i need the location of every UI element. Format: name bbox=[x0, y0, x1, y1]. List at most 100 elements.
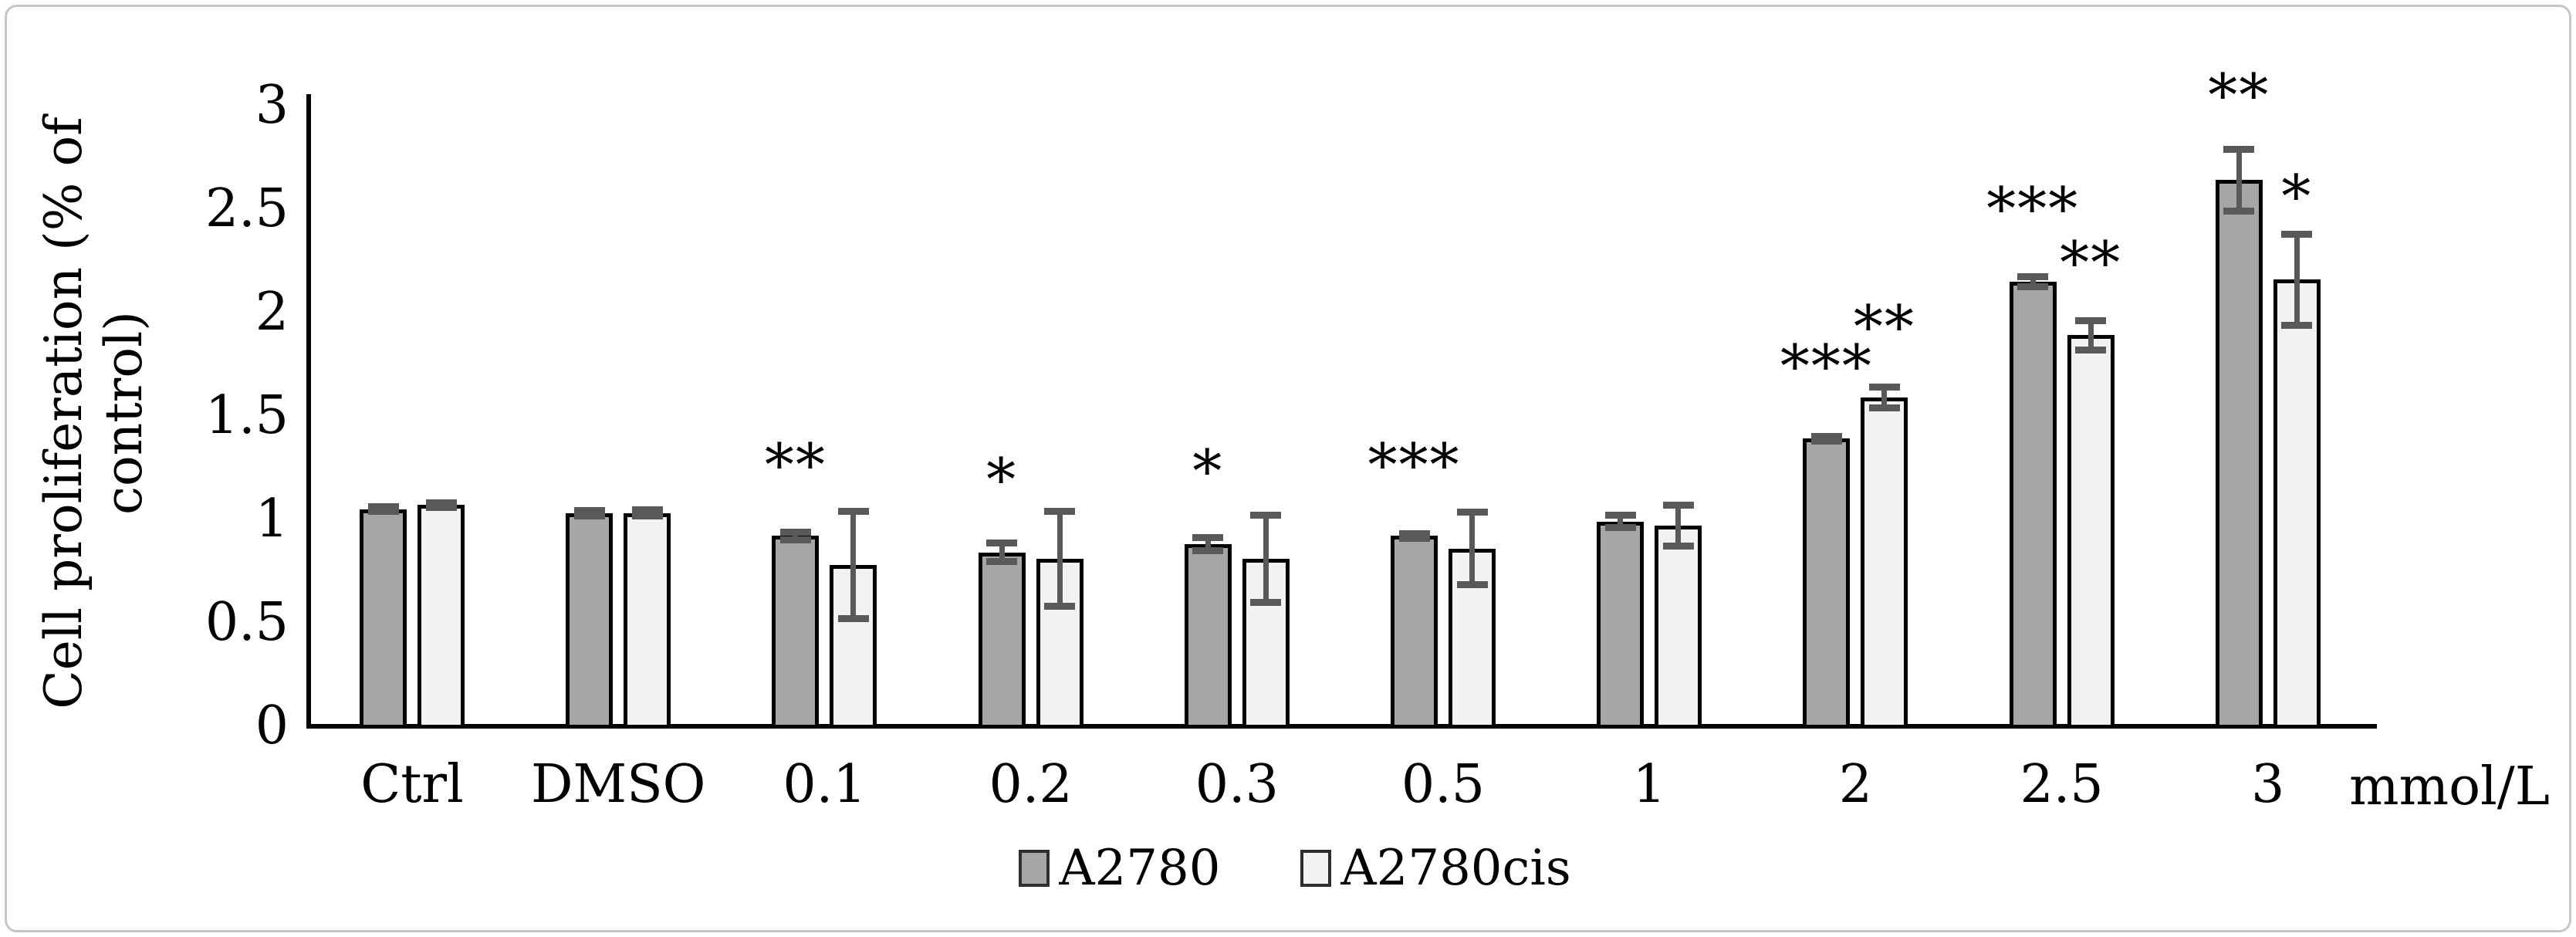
x-category-label: 0.2 bbox=[989, 754, 1073, 815]
bar-A2780cis-Ctrl bbox=[418, 505, 465, 729]
bar-A2780-0.3 bbox=[1184, 544, 1232, 729]
y-tick-label: 2 bbox=[255, 282, 289, 343]
error-bar-cap-top-A2780cis-2 bbox=[1868, 383, 1900, 391]
error-bar-cap-bottom-A2780-3 bbox=[2223, 208, 2255, 215]
error-bar-A2780cis-1 bbox=[1675, 505, 1682, 546]
significance-marker-A2780-0.1: ** bbox=[764, 431, 827, 500]
error-bar-cap-top-A2780-0.3 bbox=[1192, 534, 1224, 542]
bar-A2780cis-3 bbox=[2273, 279, 2321, 729]
error-bar-cap-top-A2780-0.1 bbox=[779, 529, 811, 536]
bar-A2780-2.5 bbox=[2009, 281, 2057, 729]
legend-label-A2780: A2780 bbox=[1059, 840, 1221, 897]
y-tick-label: 0.5 bbox=[205, 592, 289, 653]
error-bar-cap-top-A2780-0.5 bbox=[1398, 529, 1430, 537]
error-bar-A2780cis-0.2 bbox=[1056, 511, 1063, 607]
error-bar-A2780-0.3 bbox=[1205, 537, 1211, 551]
error-bar-cap-bottom-A2780cis-1 bbox=[1662, 543, 1694, 550]
x-category-label: 1 bbox=[1632, 754, 1666, 815]
significance-marker-A2780cis-3: * bbox=[2281, 161, 2313, 231]
y-axis-title-line1: Cell proliferation (% of bbox=[34, 117, 93, 709]
y-tick-label: 2.5 bbox=[205, 178, 289, 239]
x-category-label: 3 bbox=[2251, 754, 2285, 815]
error-bar-cap-top-A2780cis-2.5 bbox=[2075, 317, 2107, 325]
error-bar-cap-bottom-A2780cis-0.2 bbox=[1044, 603, 1076, 611]
error-bar-A2780-1 bbox=[1618, 515, 1624, 528]
significance-marker-A2780-2: *** bbox=[1780, 331, 1873, 401]
error-bar-cap-top-A2780-Ctrl bbox=[367, 502, 399, 510]
error-bar-cap-bottom-A2780cis-3 bbox=[2281, 321, 2313, 329]
error-bar-cap-top-A2780cis-0.5 bbox=[1456, 509, 1488, 516]
y-axis-line bbox=[306, 94, 311, 729]
error-bar-cap-top-A2780-DMSO bbox=[573, 507, 605, 515]
error-bar-A2780-0.1 bbox=[793, 532, 799, 540]
bar-A2780cis-DMSO bbox=[624, 512, 671, 729]
significance-marker-A2780-0.2: * bbox=[986, 445, 1018, 515]
error-bar-cap-top-A2780cis-DMSO bbox=[631, 506, 663, 514]
error-bar-cap-top-A2780cis-Ctrl bbox=[425, 499, 457, 506]
bar-A2780cis-1 bbox=[1655, 526, 1702, 729]
error-bar-cap-bottom-A2780cis-DMSO bbox=[631, 512, 663, 520]
bar-A2780-3 bbox=[2215, 180, 2263, 729]
significance-marker-A2780-0.5: *** bbox=[1367, 431, 1461, 500]
error-bar-A2780cis-2.5 bbox=[2088, 320, 2094, 350]
error-bar-cap-bottom-A2780cis-0.1 bbox=[837, 615, 869, 623]
significance-marker-A2780-0.3: * bbox=[1192, 437, 1224, 506]
error-bar-cap-bottom-A2780cis-0.5 bbox=[1456, 580, 1488, 588]
error-bar-cap-top-A2780-1 bbox=[1604, 512, 1636, 519]
error-bar-cap-bottom-A2780cis-2 bbox=[1868, 404, 1900, 411]
error-bar-A2780-0.2 bbox=[999, 543, 1005, 562]
error-bar-A2780cis-0.5 bbox=[1469, 512, 1475, 585]
y-tick-label: 3 bbox=[255, 75, 289, 136]
error-bar-A2780-2.5 bbox=[2030, 276, 2036, 287]
x-category-label: 2 bbox=[1838, 754, 1873, 815]
bar-A2780cis-2.5 bbox=[2067, 335, 2115, 729]
error-bar-cap-bottom-A2780-0.2 bbox=[986, 558, 1018, 566]
error-bar-cap-bottom-A2780-0.3 bbox=[1192, 547, 1224, 555]
bar-A2780-0.5 bbox=[1391, 536, 1438, 729]
bar-A2780-0.2 bbox=[978, 552, 1026, 729]
legend-label-A2780cis: A2780cis bbox=[1340, 840, 1571, 897]
error-bar-cap-bottom-A2780-0.1 bbox=[779, 536, 811, 543]
error-bar-cap-top-A2780-2 bbox=[1810, 432, 1842, 440]
error-bar-cap-top-A2780cis-0.2 bbox=[1044, 507, 1076, 515]
x-category-label: DMSO bbox=[530, 754, 706, 815]
error-bar-cap-top-A2780cis-1 bbox=[1662, 501, 1694, 509]
significance-marker-A2780cis-2: ** bbox=[1853, 292, 1915, 361]
bar-A2780-0.1 bbox=[772, 536, 820, 729]
x-category-label: Ctrl bbox=[360, 754, 464, 815]
x-axis-line bbox=[306, 724, 2377, 729]
legend-item-A2780: A2780 bbox=[1019, 841, 1220, 896]
error-bar-cap-top-A2780-3 bbox=[2223, 145, 2255, 153]
error-bar-cap-bottom-A2780cis-2.5 bbox=[2075, 346, 2107, 353]
error-bar-cap-bottom-A2780-1 bbox=[1604, 524, 1636, 532]
x-axis-unit-label: mmol/L bbox=[2349, 756, 2550, 817]
legend-item-A2780cis: A2780cis bbox=[1300, 840, 1571, 897]
x-category-label: 0.5 bbox=[1401, 754, 1486, 815]
error-bar-A2780cis-3 bbox=[2294, 234, 2300, 326]
error-bar-cap-top-A2780cis-3 bbox=[2281, 230, 2313, 238]
error-bar-cap-top-A2780-0.2 bbox=[986, 540, 1018, 547]
error-bar-A2780cis-0.1 bbox=[850, 511, 857, 619]
x-category-label: 2.5 bbox=[2020, 754, 2104, 815]
error-bar-cap-bottom-A2780-DMSO bbox=[573, 512, 605, 519]
error-bar-cap-top-A2780-2.5 bbox=[2017, 272, 2049, 280]
legend: A2780 A2780cis bbox=[7, 840, 2569, 897]
y-tick-label: 0 bbox=[255, 695, 289, 756]
legend-swatch-A2780 bbox=[1019, 850, 1050, 887]
error-bar-cap-top-A2780cis-0.3 bbox=[1250, 512, 1282, 519]
y-tick-label: 1.5 bbox=[205, 385, 289, 446]
significance-marker-A2780-3: ** bbox=[2208, 60, 2270, 130]
error-bar-cap-bottom-A2780-0.5 bbox=[1398, 535, 1430, 543]
error-bar-cap-top-A2780cis-0.1 bbox=[837, 507, 869, 515]
error-bar-cap-bottom-A2780-2 bbox=[1810, 438, 1842, 445]
legend-swatch-A2780cis bbox=[1300, 850, 1332, 887]
error-bar-A2780-3 bbox=[2236, 149, 2242, 211]
significance-marker-A2780cis-2.5: ** bbox=[2060, 228, 2122, 297]
bar-A2780-DMSO bbox=[566, 512, 614, 729]
error-bar-cap-bottom-A2780-Ctrl bbox=[367, 508, 399, 516]
error-bar-cap-bottom-A2780cis-0.3 bbox=[1250, 598, 1282, 606]
error-bar-cap-bottom-A2780-2.5 bbox=[2017, 283, 2049, 290]
x-category-label: 0.1 bbox=[783, 754, 867, 815]
y-tick-label: 1 bbox=[255, 489, 289, 550]
x-category-label: 0.3 bbox=[1195, 754, 1279, 815]
